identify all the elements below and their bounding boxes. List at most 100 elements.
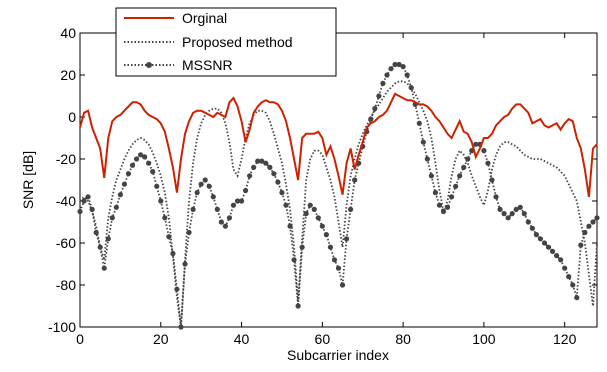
data-point-mssnr (166, 234, 172, 240)
data-point-mssnr (93, 229, 99, 236)
legend: Orginal Proposed method MSSNR (115, 7, 337, 77)
series-line-orginal (79, 92, 598, 197)
data-point-mssnr (210, 194, 216, 200)
data-point-mssnr (77, 208, 83, 215)
data-point-mssnr (121, 181, 128, 187)
y-tick-label: -40 (56, 193, 76, 209)
data-point-mssnr (525, 219, 531, 225)
data-point-mssnr (388, 66, 394, 72)
data-point-mssnr (307, 202, 313, 208)
data-point-mssnr (473, 141, 479, 147)
data-point-mssnr (562, 265, 568, 271)
data-point-mssnr (453, 183, 459, 189)
data-point-mssnr (339, 282, 346, 288)
data-point-mssnr (113, 204, 119, 210)
data-point-mssnr (238, 198, 245, 204)
data-point-mssnr (283, 202, 289, 208)
data-point-mssnr (352, 177, 358, 183)
data-point-mssnr (234, 198, 241, 204)
data-point-mssnr (109, 215, 115, 221)
data-point-mssnr (125, 171, 132, 177)
data-point-mssnr (230, 202, 237, 208)
data-point-mssnr (137, 152, 144, 158)
data-point-mssnr (101, 265, 107, 271)
data-point-mssnr (263, 160, 269, 166)
data-point-mssnr (315, 215, 321, 221)
data-point-mssnr (247, 173, 253, 179)
data-point-mssnr (493, 194, 499, 200)
x-tick-label: 20 (153, 331, 169, 347)
data-point-mssnr (574, 295, 580, 301)
data-point-mssnr (303, 211, 309, 217)
data-point-mssnr (331, 257, 338, 263)
data-point-mssnr (444, 204, 451, 210)
data-point-mssnr (549, 248, 556, 254)
data-point-mssnr (533, 232, 540, 238)
legend-label-proposed-method: Proposed method (182, 34, 293, 50)
data-point-mssnr (578, 242, 584, 248)
data-point-mssnr (517, 204, 523, 210)
series-line-proposed-method (79, 80, 598, 328)
y-tick-label: -80 (56, 277, 76, 293)
data-point-mssnr (404, 72, 410, 78)
data-point-mssnr (311, 206, 317, 212)
x-tick-label: 0 (76, 331, 84, 347)
x-tick-label: 60 (315, 331, 331, 347)
data-point-mssnr (384, 72, 390, 78)
data-point-mssnr (323, 232, 329, 238)
data-point-mssnr (154, 183, 160, 189)
x-tick-label: 80 (395, 331, 411, 347)
y-tick-label: -20 (56, 151, 76, 167)
data-point-mssnr (89, 206, 95, 212)
x-tick-label: 120 (553, 331, 577, 347)
y-axis-label: SNR [dB] (20, 151, 36, 209)
data-point-mssnr (513, 206, 519, 212)
data-point-mssnr (436, 202, 443, 208)
data-point-mssnr (255, 158, 261, 164)
x-axis-ticks: 0 20 40 60 80 100 120 (76, 33, 577, 347)
data-point-mssnr (554, 253, 560, 259)
data-point-mssnr (243, 187, 249, 194)
data-point-mssnr (457, 173, 463, 179)
data-point-mssnr (400, 64, 406, 70)
data-point-mssnr (448, 194, 455, 200)
data-point-mssnr (198, 181, 204, 187)
data-point-mssnr (174, 286, 180, 292)
data-point-mssnr (158, 198, 164, 204)
data-point-mssnr (594, 215, 600, 221)
data-point-mssnr (582, 229, 588, 236)
data-point-mssnr (299, 244, 305, 250)
data-point-mssnr (105, 236, 111, 242)
data-point-mssnr (129, 162, 136, 168)
legend-label-mssnr: MSSNR (182, 57, 233, 73)
data-point-mssnr (146, 160, 152, 166)
data-point-mssnr (117, 192, 123, 198)
data-point-mssnr (194, 190, 200, 196)
data-point-mssnr (420, 139, 426, 145)
data-point-mssnr (461, 164, 467, 170)
data-point-mssnr (396, 61, 402, 68)
data-point-mssnr (432, 190, 439, 196)
data-point-mssnr (287, 223, 293, 229)
legend-marker-mssnr (146, 62, 152, 68)
data-point-mssnr (380, 80, 386, 86)
data-point-mssnr (428, 173, 434, 179)
data-point-mssnr (408, 85, 414, 91)
data-point-mssnr (343, 236, 350, 242)
data-point-mssnr (509, 211, 515, 217)
data-point-mssnr (541, 240, 548, 246)
data-point-mssnr (267, 164, 273, 170)
data-point-mssnr (501, 211, 507, 217)
data-point-mssnr (335, 265, 342, 271)
data-point-mssnr (214, 206, 220, 212)
data-point-mssnr (150, 169, 156, 175)
data-point-mssnr (537, 236, 544, 242)
data-point-mssnr (348, 206, 354, 212)
data-point-mssnr (372, 106, 378, 112)
y-tick-label: -100 (48, 319, 76, 335)
data-point-mssnr (170, 250, 176, 257)
data-point-mssnr (368, 116, 374, 122)
data-point-mssnr (222, 223, 229, 229)
data-point-mssnr (182, 261, 188, 267)
x-tick-label: 40 (234, 331, 250, 347)
